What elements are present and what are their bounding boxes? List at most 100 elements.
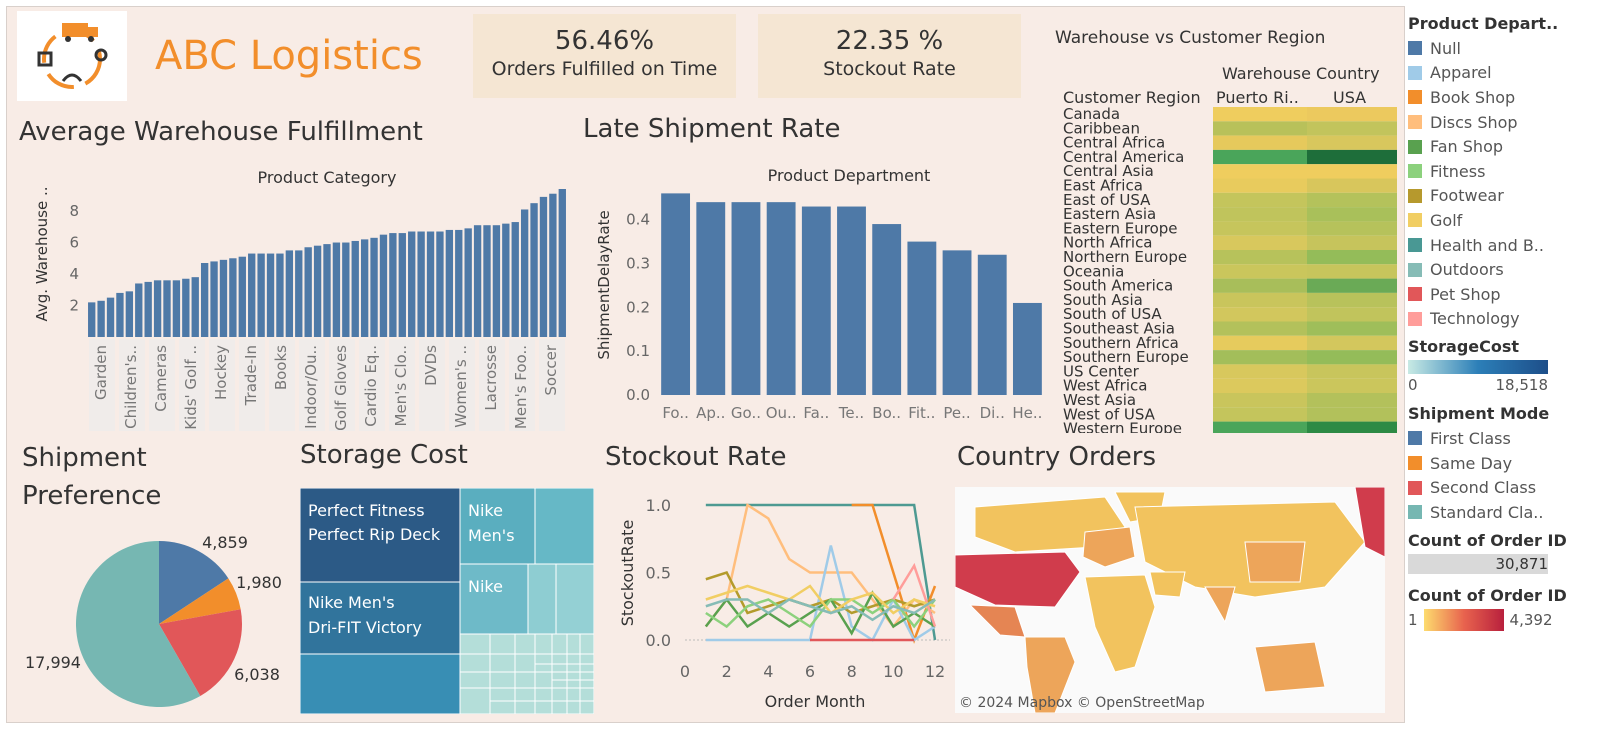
x-tick-label: Hockey [212, 345, 230, 400]
bar [766, 202, 796, 395]
tick-band [89, 339, 115, 431]
heatmap-cell [1307, 250, 1397, 265]
legend-item[interactable]: Pet Shop [1408, 282, 1603, 307]
bar [511, 222, 519, 337]
legend-item[interactable]: Book Shop [1408, 85, 1603, 110]
legend-swatch [1408, 164, 1422, 179]
y-tick-label: 4 [69, 265, 79, 283]
bar [191, 277, 199, 337]
legend-label: Same Day [1430, 453, 1513, 473]
bar [106, 297, 115, 337]
x-tick-label: Fit.. [908, 404, 935, 422]
heatmap-cell [1307, 364, 1397, 379]
series-line [705, 503, 937, 641]
count-legend-title: Count of Order ID [1408, 530, 1567, 550]
legend-item[interactable]: Same Day [1408, 451, 1603, 476]
bar [872, 224, 902, 395]
heatmap-row-label: South America [1063, 277, 1173, 295]
heatmap-cell [1213, 421, 1307, 433]
legend-panel: Product Depart.. Null Apparel Book Shop Dis… [1408, 10, 1603, 631]
x-tick-label: 8 [847, 662, 857, 681]
y-tick-label: 0.4 [626, 211, 650, 229]
heatmap-row-label: South Asia [1063, 291, 1143, 309]
dashboard-title: ABC Logistics [155, 33, 423, 79]
chart-subtitle: Product Department [768, 166, 931, 185]
count-value: 30,871 [1495, 554, 1549, 573]
kpi-label: Stockout Rate [823, 58, 956, 80]
x-tick-label: Fo.. [662, 404, 689, 422]
x-tick-label: 12 [925, 662, 945, 681]
bar [257, 253, 265, 337]
legend-item[interactable]: Outdoors [1408, 257, 1603, 282]
heatmap-cell [1307, 393, 1397, 408]
heatmap-row-label: West Africa [1063, 377, 1147, 395]
bar [88, 302, 96, 337]
legend-label: First Class [1430, 428, 1511, 448]
kpi-orders-on-time: 56.46% Orders Fulfilled on Time [473, 14, 736, 98]
pie-label: 6,038 [234, 665, 280, 684]
count2-gradient [1423, 608, 1504, 631]
bar [445, 229, 454, 337]
heatmap-col-label: Puerto Ri.. [1216, 88, 1299, 107]
tick-band [539, 339, 565, 431]
legend-item[interactable]: Null [1408, 36, 1603, 61]
legend-item[interactable]: Standard Cla.. [1408, 500, 1603, 525]
heatmap-cell [1307, 407, 1397, 422]
legend-item[interactable]: Discs Shop [1408, 110, 1603, 135]
legend-item[interactable]: Second Class [1408, 475, 1603, 500]
count2-legend-title: Count of Order ID [1408, 585, 1567, 605]
legend-item[interactable]: Footwear [1408, 184, 1603, 209]
y-tick-label: 0.0 [626, 386, 650, 404]
bar [436, 231, 444, 337]
heatmap-cell [1213, 393, 1307, 408]
map-attribution: © 2024 Mapbox © OpenStreetMap [959, 695, 1205, 711]
heatmap-cell [1213, 192, 1307, 208]
storage-legend-title: StorageCost [1408, 337, 1520, 357]
heatmap-cell [1213, 278, 1307, 293]
legend-item[interactable]: Health and B.. [1408, 233, 1603, 258]
map-region-mid-east [1149, 571, 1186, 598]
kpi-value: 56.46% [554, 26, 655, 56]
heatmap-cell [1213, 364, 1307, 379]
map-region-australia [1254, 641, 1326, 693]
bar [417, 231, 425, 337]
heatmap-cell [1213, 207, 1307, 222]
bar [304, 247, 312, 337]
heatmap-col-label: USA [1333, 88, 1366, 107]
bar [483, 225, 491, 337]
bar [530, 203, 538, 337]
legend-item[interactable]: Apparel [1408, 61, 1603, 86]
heatmap-row-label: Central America [1063, 148, 1184, 166]
legend-item[interactable]: First Class [1408, 426, 1603, 451]
bar [455, 229, 463, 337]
bar [661, 193, 691, 395]
heatmap-cell [1307, 107, 1397, 122]
heatmap-cell [1307, 292, 1397, 308]
heatmap-cell [1307, 207, 1397, 222]
heatmap-cell [1213, 164, 1307, 179]
heatmap-cell [1213, 307, 1307, 322]
bar [219, 259, 228, 337]
legend-item[interactable]: Fan Shop [1408, 134, 1603, 159]
heatmap-row-label: West of USA [1063, 405, 1156, 423]
map-region-africa [1084, 574, 1156, 673]
heatmap-cell [1213, 407, 1307, 422]
heatmap-row-label: Northern Europe [1063, 248, 1187, 266]
legend-label: Apparel [1430, 63, 1492, 83]
legend-swatch [1408, 41, 1422, 56]
map-region-alaska [1354, 487, 1385, 558]
bar [549, 193, 557, 337]
chart-subtitle: Product Category [258, 168, 397, 187]
legend-item[interactable]: Golf [1408, 208, 1603, 233]
bar [351, 240, 359, 337]
treemap-label: Nike [468, 577, 503, 596]
bar [379, 234, 388, 337]
bar [426, 231, 435, 337]
heatmap-cell [1307, 335, 1397, 351]
legend-item[interactable]: Fitness [1408, 159, 1603, 184]
legend-label: Fan Shop [1430, 137, 1504, 157]
legend-item[interactable]: Technology [1408, 307, 1603, 332]
heatmap-row-label: Southern Africa [1063, 334, 1179, 352]
world-map[interactable]: © 2024 Mapbox © OpenStreetMap [955, 487, 1385, 713]
x-tick-label: 0 [680, 662, 690, 681]
